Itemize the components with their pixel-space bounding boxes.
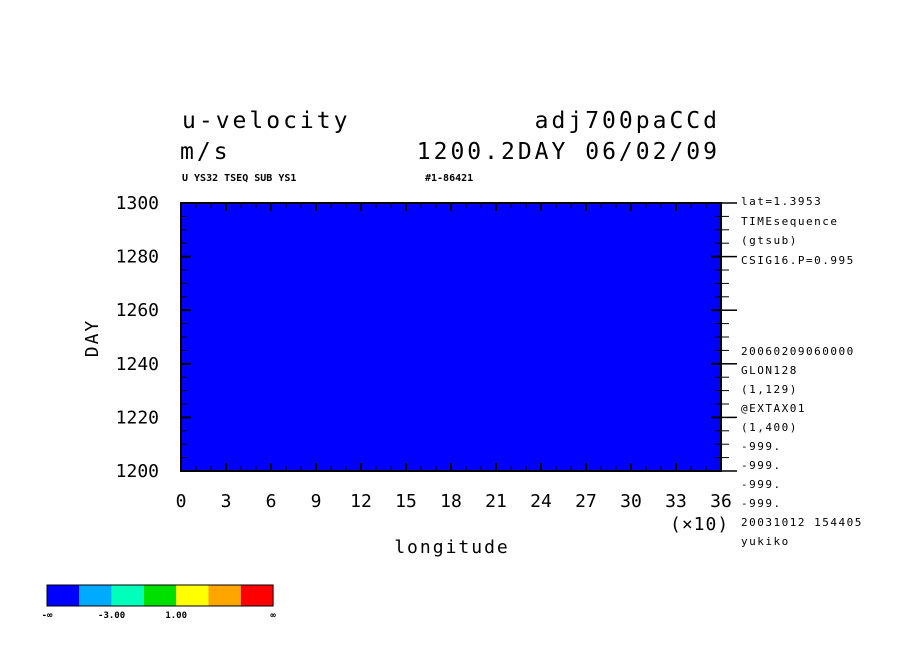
side-note: -999. bbox=[741, 440, 782, 453]
side-note: (1,129) bbox=[741, 383, 798, 396]
colorbar-swatch bbox=[176, 585, 209, 606]
x-tick-label: 24 bbox=[530, 491, 552, 512]
x-tick-label: 36 bbox=[710, 491, 732, 512]
colorbar-frame bbox=[46, 584, 274, 607]
y-tick-label: 1220 bbox=[116, 407, 159, 428]
x-tick-label: 3 bbox=[221, 491, 232, 512]
side-note: TIMEsequence bbox=[741, 214, 839, 228]
x-axis-label: longitude bbox=[394, 537, 510, 558]
y-tick-label: 1280 bbox=[116, 247, 159, 268]
x-tick-label: 33 bbox=[665, 491, 687, 512]
x-tick-label: 18 bbox=[440, 491, 462, 512]
side-note: 20060209060000 bbox=[741, 345, 855, 358]
contour-field bbox=[181, 203, 721, 471]
colorbar-label: ∞ bbox=[270, 611, 276, 621]
colorbar-swatch bbox=[240, 585, 274, 606]
y-tick-label: 1300 bbox=[116, 193, 159, 214]
x-tick-label: 27 bbox=[575, 491, 597, 512]
x-tick-label: 9 bbox=[311, 491, 322, 512]
colorbar-labels: -∞ -3.00 1.00 ∞ bbox=[42, 611, 277, 621]
side-note: (1,400) bbox=[741, 421, 798, 434]
side-note: (gtsub) bbox=[741, 234, 798, 247]
time-stamp: 1200.2DAY 06/02/09 bbox=[416, 139, 720, 165]
side-note: -999. bbox=[741, 478, 782, 491]
x-tick-label: 15 bbox=[395, 491, 417, 512]
colorbar-label: 1.00 bbox=[165, 611, 187, 621]
colorbar-label: -∞ bbox=[42, 611, 53, 621]
x-tick-label: 30 bbox=[620, 491, 642, 512]
plot-area bbox=[180, 202, 722, 472]
experiment-name: adj700paCCd bbox=[534, 108, 720, 134]
side-notes-bottom: 20060209060000 GLON128 (1,129) @EXTAX01 … bbox=[741, 346, 863, 555]
y-axis-label: DAY bbox=[82, 319, 103, 358]
side-note: CSIG16.P=0.995 bbox=[741, 253, 855, 267]
side-note: yukiko bbox=[741, 535, 790, 548]
subtitle-left: U YS32 TSEQ SUB YS1 bbox=[182, 173, 297, 184]
x-scale-note: (×10) bbox=[670, 514, 729, 535]
x-tick-label: 0 bbox=[176, 491, 187, 512]
colorbar-swatch bbox=[47, 585, 80, 606]
colorbar-label: -3.00 bbox=[98, 611, 125, 621]
x-tick-label: 12 bbox=[350, 491, 372, 512]
x-tick-label: 21 bbox=[485, 491, 507, 512]
colorbar-swatch bbox=[111, 585, 144, 606]
y-tick-labels: 1200 1220 1240 1260 1280 1300 bbox=[116, 193, 159, 482]
side-note: -999. bbox=[741, 497, 782, 510]
side-note: 20031012 154405 bbox=[741, 516, 863, 529]
x-tick-labels: 0 3 6 9 12 15 18 21 24 27 30 33 36 bbox=[176, 491, 732, 512]
side-note: GLON128 bbox=[741, 364, 798, 377]
colorbar-swatch bbox=[208, 585, 241, 606]
side-note: @EXTAX01 bbox=[741, 402, 806, 415]
x-tick-label: 6 bbox=[266, 491, 277, 512]
units-label: m/s bbox=[180, 139, 231, 165]
colorbar: -∞ -3.00 1.00 ∞ bbox=[42, 584, 277, 621]
y-tick-label: 1260 bbox=[116, 300, 159, 321]
y-tick-label: 1240 bbox=[116, 354, 159, 375]
side-note: lat=1.3953 bbox=[741, 195, 823, 208]
axis-ticks bbox=[180, 202, 737, 472]
colorbar-swatch bbox=[79, 585, 112, 606]
y-tick-label: 1200 bbox=[116, 461, 159, 482]
side-notes-top: lat=1.3953 TIMEsequence (gtsub) CSIG16.P… bbox=[741, 196, 855, 274]
colorbar-swatches bbox=[46, 584, 274, 607]
subtitle-right: #1-86421 bbox=[425, 173, 474, 184]
variable-title: u-velocity bbox=[182, 108, 351, 134]
colorbar-swatch bbox=[143, 585, 177, 606]
side-note: -999. bbox=[741, 459, 782, 472]
